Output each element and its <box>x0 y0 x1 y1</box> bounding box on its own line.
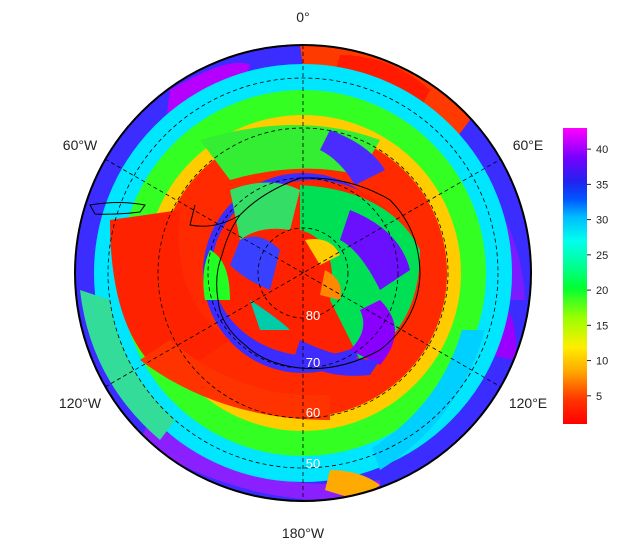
data-field <box>75 45 531 501</box>
colorbar-tick-label: 40 <box>596 144 608 156</box>
lon-label-60w: 60°W <box>63 137 98 153</box>
colorbar-tick-label: 5 <box>596 391 602 403</box>
colorbar-tick-label: 25 <box>596 250 608 262</box>
lat-label-80: 80 <box>306 308 320 323</box>
colorbar-tick-label: 35 <box>596 179 608 191</box>
colorbar-tick-label: 30 <box>596 215 608 227</box>
colorbar-tick-label: 15 <box>596 320 608 332</box>
colorbar-tick-label: 10 <box>596 356 608 368</box>
lon-label-60e: 60°E <box>513 137 544 153</box>
lat-label-60: 60 <box>306 405 320 420</box>
lon-label-120e: 120°E <box>509 395 547 411</box>
colorbar: 5 10 15 20 25 30 35 40 <box>563 128 608 424</box>
map-boundary <box>74 44 532 502</box>
lon-label-120w: 120°W <box>59 395 102 411</box>
graticule <box>104 45 502 501</box>
lat-label-70: 70 <box>306 355 320 370</box>
lon-label-0: 0° <box>296 9 309 25</box>
colorbar-tick-label: 20 <box>596 285 608 297</box>
lat-label-50: 50 <box>306 456 320 471</box>
colorbar-gradient <box>563 128 587 424</box>
lon-label-180w: 180°W <box>282 525 325 541</box>
